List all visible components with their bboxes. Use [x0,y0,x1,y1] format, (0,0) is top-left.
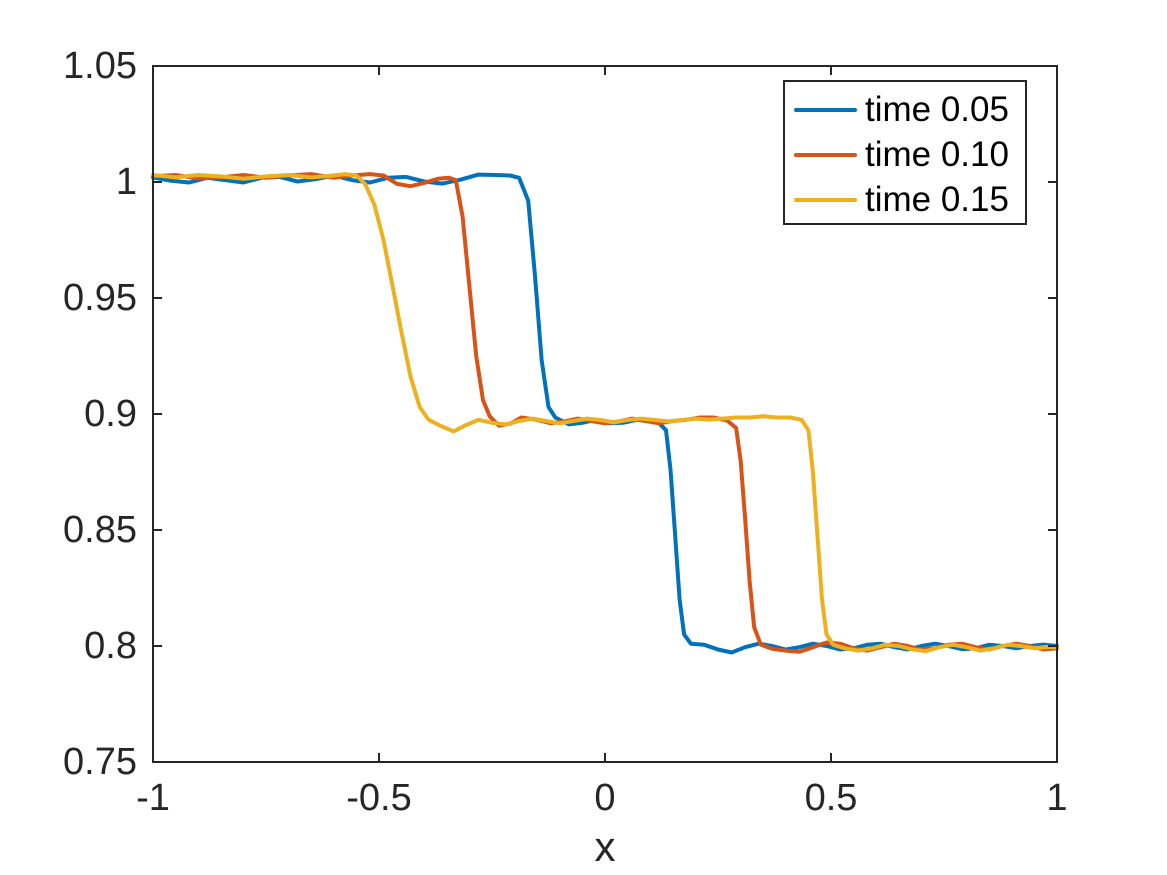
legend: time 0.05 time 0.10 time 0.15 [783,80,1027,225]
x-axis-title: x [594,823,616,870]
y-tick-label: 0.9 [84,393,137,435]
y-tick-label: 0.85 [63,509,137,551]
y-tick-label: 0.8 [84,625,137,667]
series-line-time-0.05 [151,172,1059,655]
y-tick-label: 0.95 [63,277,137,319]
y-tick-label: 1 [115,161,137,203]
series-line-time-0.15 [151,172,1059,654]
legend-line-swatch [794,152,857,157]
legend-line-swatch [794,107,857,112]
series-line-time-0.10 [151,172,1059,654]
y-tick-label: 1.05 [63,45,137,87]
legend-line-swatch [794,197,857,202]
legend-label: time 0.10 [865,135,1009,174]
x-tick-label: 0.5 [804,777,858,819]
y-tick-label: 0.75 [63,741,137,783]
x-tick-label: 1 [1046,777,1068,819]
x-tick-label: -1 [136,777,170,819]
legend-entry: time 0.15 [785,177,1025,222]
x-tick-label: 0 [594,777,616,819]
legend-label: time 0.05 [865,90,1009,129]
legend-label: time 0.15 [865,180,1009,219]
legend-entry: time 0.05 [785,87,1025,132]
x-tick-label: -0.5 [346,777,412,819]
legend-entry: time 0.10 [785,132,1025,177]
